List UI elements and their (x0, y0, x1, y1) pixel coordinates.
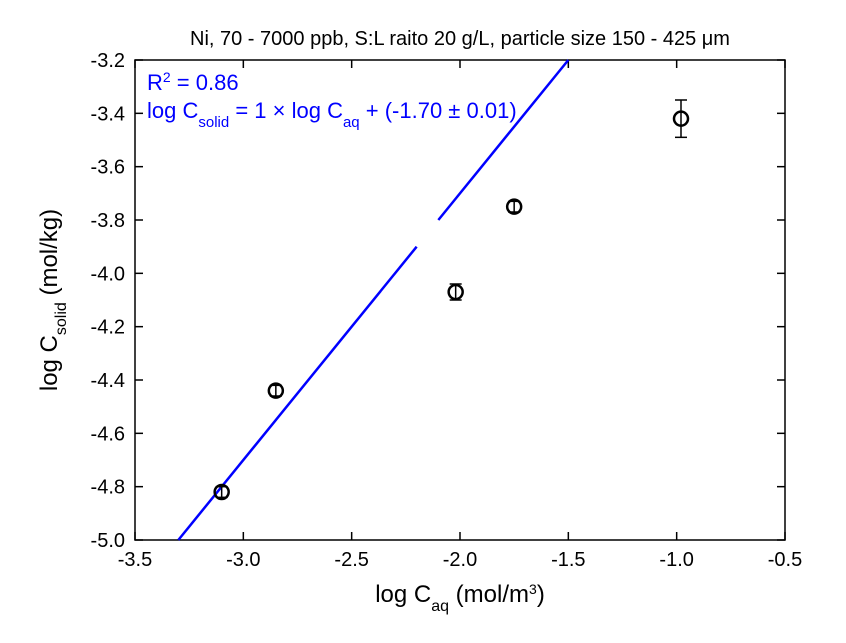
y-tick-label: -3.4 (91, 103, 125, 125)
x-tick-label: -1.5 (551, 549, 585, 571)
x-tick-label: -3.0 (226, 549, 260, 571)
y-tick-label: -4.8 (91, 477, 125, 499)
y-tick-label: -4.6 (91, 423, 125, 445)
y-tick-label: -4.0 (91, 263, 125, 285)
y-tick-label: -3.8 (91, 210, 125, 232)
chart-svg: -3.5 -3.0 -2.5 -2.0 -1.5 -1.0 -0.5 -5.0 -4.8 -4.6… (0, 0, 846, 643)
y-axis-title: log Csolid (mol/kg) (36, 209, 70, 391)
x-axis-title: log Caq (mol/m3) (375, 581, 545, 615)
chart-container: -3.5 -3.0 -2.5 -2.0 -1.5 -1.0 -0.5 -5.0 -4.8 -4.6… (0, 0, 846, 643)
r2-annotation: R2 = 0.86 (147, 69, 239, 95)
x-tick-label: -2.5 (334, 549, 368, 571)
y-tick-label: -4.2 (91, 317, 125, 339)
chart-title: Ni, 70 - 7000 ppb, S:L raito 20 g/L, par… (190, 28, 730, 50)
y-tick-label: -3.6 (91, 157, 125, 179)
x-tick-label: -3.5 (118, 549, 152, 571)
x-tick-label: -1.0 (659, 549, 693, 571)
x-tick-label: -0.5 (768, 549, 802, 571)
x-tick-label: -2.0 (443, 549, 477, 571)
y-tick-label: -4.4 (91, 370, 125, 392)
y-tick-label: -3.2 (91, 50, 125, 72)
y-tick-label: -5.0 (91, 530, 125, 552)
